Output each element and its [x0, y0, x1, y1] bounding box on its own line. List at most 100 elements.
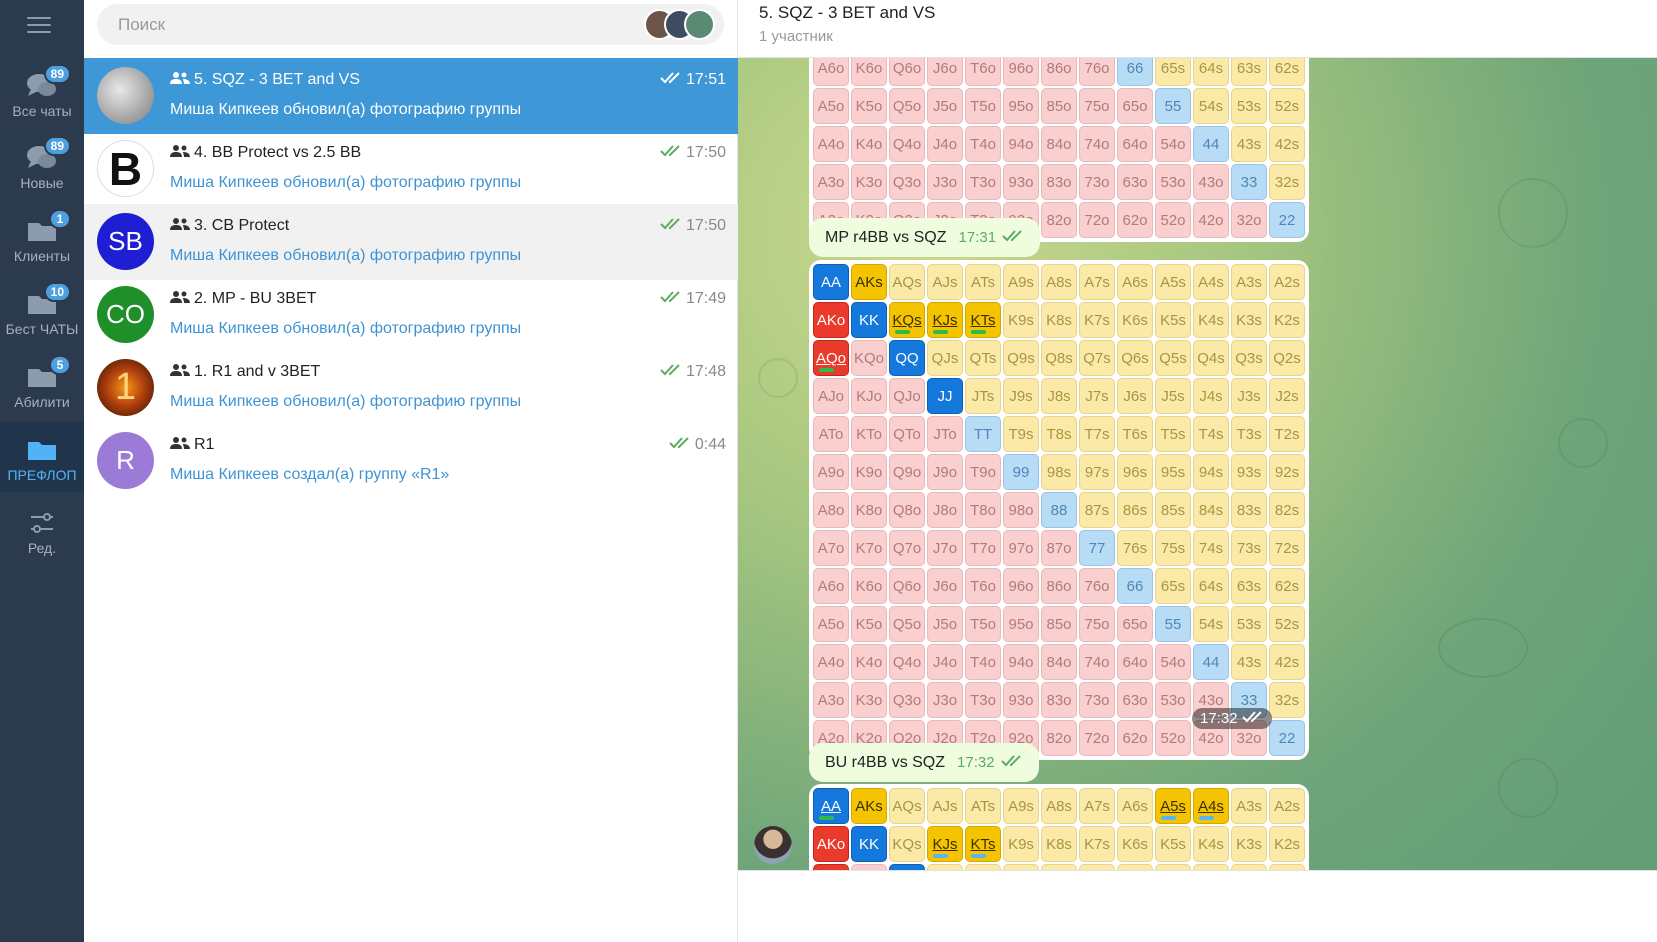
hand-cell-K6s: K6s — [1117, 826, 1153, 862]
hand-cell-J6o: J6o — [927, 568, 963, 604]
range-image-1[interactable]: A6o K6o Q6o J6o T6o 96o 86o 76o 66 65s 64s 63s 62s A5… — [809, 50, 1309, 242]
folder-1[interactable]: 89 Новые — [0, 130, 84, 200]
hand-cell-75o: 75o — [1079, 88, 1115, 124]
sender-avatar[interactable] — [754, 826, 792, 864]
folder-3[interactable]: 10 Бест ЧАТЫ — [0, 276, 84, 346]
hand-cell-KQo: KQo — [851, 864, 887, 872]
hand-cell-K7s: K7s — [1079, 302, 1115, 338]
hand-cell-AA: AA — [813, 788, 849, 824]
hand-cell-52o: 52o — [1155, 202, 1191, 238]
range-image-2[interactable]: AA AKs AQs AJs ATs A9s A8s A7s A6s A5s A4s A3s A2s AK… — [809, 260, 1309, 760]
hand-cell-T4o: T4o — [965, 644, 1001, 680]
hand-cell-KJs: KJs — [927, 302, 963, 338]
folder-icon: 5 — [25, 355, 71, 391]
hand-cell-53s: 53s — [1231, 606, 1267, 642]
recent-stories-avatars[interactable] — [644, 9, 716, 40]
hand-cell-T9o: T9o — [965, 454, 1001, 490]
hand-cell-93o: 93o — [1003, 682, 1039, 718]
chat-avatar[interactable]: CO — [97, 286, 154, 343]
hand-cell-A2s: A2s — [1269, 788, 1305, 824]
group-icon — [170, 291, 190, 303]
chat-avatar[interactable]: B — [97, 140, 154, 197]
hand-cell-62s: 62s — [1269, 568, 1305, 604]
group-icon — [170, 218, 190, 230]
message-bubble[interactable]: MP r4BB vs SQZ 17:31 — [809, 218, 1041, 257]
hand-cell-K4s: K4s — [1193, 826, 1229, 862]
chat-name: 3. CB Protect — [194, 217, 290, 234]
hand-cell-K7s: K7s — [1079, 826, 1115, 862]
hand-cell-64o: 64o — [1117, 126, 1153, 162]
hand-cell-33: 33 — [1231, 164, 1267, 200]
hand-cell-94o: 94o — [1003, 644, 1039, 680]
chat-title-row: 2. MP - BU 3BET — [170, 290, 316, 308]
chat-title-row: 4. BB Protect vs 2.5 BB — [170, 144, 361, 162]
menu-icon[interactable] — [27, 17, 51, 33]
hand-cell-54s: 54s — [1193, 88, 1229, 124]
message-composer[interactable] — [738, 870, 1657, 942]
chat-item[interactable]: R R1 0:44 Миша Кипкеев создал(а) группу «R1… — [84, 423, 738, 499]
hand-cell-KJo: KJo — [851, 378, 887, 414]
hand-cell-AA: AA — [813, 264, 849, 300]
hand-cell-KK: KK — [851, 302, 887, 338]
hand-cell-54s: 54s — [1193, 606, 1229, 642]
hand-cell-TT: TT — [965, 416, 1001, 452]
hand-cell-Q9o: Q9o — [889, 454, 925, 490]
chat-avatar[interactable] — [97, 67, 154, 124]
chat-avatar[interactable]: SB — [97, 213, 154, 270]
hand-cell-82o: 82o — [1041, 202, 1077, 238]
hand-cell-83o: 83o — [1041, 164, 1077, 200]
hand-cell-84o: 84o — [1041, 126, 1077, 162]
chat-avatar[interactable]: R — [97, 432, 154, 489]
hand-cell-K3o: K3o — [851, 682, 887, 718]
hand-cell-Q7o: Q7o — [889, 530, 925, 566]
hand-cell-QTs: QTs — [965, 340, 1001, 376]
chat-preview: Миша Кипкеев обновил(а) фотографию групп… — [170, 320, 522, 337]
chat-avatar[interactable]: 1 — [97, 359, 154, 416]
avatar-initials: R — [116, 445, 135, 475]
hand-cell-AQs: AQs — [889, 788, 925, 824]
hand-cell-J4s: J4s — [1193, 378, 1229, 414]
folder-5[interactable]: ПРЕФЛОП — [0, 422, 84, 492]
hand-cell-Q4o: Q4o — [889, 126, 925, 162]
folder-4[interactable]: 5 Абилити — [0, 349, 84, 419]
chat-item[interactable]: 5. SQZ - 3 BET and VS 17:51 Миша Кипкеев о… — [84, 58, 738, 134]
frequency-bar — [819, 816, 834, 820]
folder-0[interactable]: 89 Все чаты — [0, 58, 84, 128]
hand-cell-J7o: J7o — [927, 530, 963, 566]
hand-cell-42o: 42o — [1193, 202, 1229, 238]
chat-item[interactable]: CO 2. MP - BU 3BET 17:49 Миша Кипкеев обнов… — [84, 277, 738, 353]
chat-header[interactable]: 5. SQZ - 3 BET and VS 1 участник — [738, 0, 1657, 58]
hand-cell-A8o: A8o — [813, 492, 849, 528]
hand-cell-A2s: A2s — [1269, 264, 1305, 300]
chat-item[interactable]: 1 1. R1 and v 3BET 17:48 Миша Кипкеев обнов… — [84, 350, 738, 426]
folder-6[interactable]: Ред. — [0, 495, 84, 565]
hand-cell-A9o: A9o — [813, 454, 849, 490]
hand-cell-KQo: KQo — [851, 340, 887, 376]
message-bubble[interactable]: BU r4BB vs SQZ 17:32 — [809, 743, 1039, 782]
hand-cell-QJs: QJs — [927, 864, 963, 872]
hand-cell-83o: 83o — [1041, 682, 1077, 718]
chat-preview: Миша Кипкеев создал(а) группу «R1» — [170, 466, 450, 483]
double-check-icon — [1241, 711, 1262, 723]
hand-cell-K2s: K2s — [1269, 302, 1305, 338]
hand-cell-44: 44 — [1193, 644, 1229, 680]
hand-cell-72o: 72o — [1079, 720, 1115, 756]
chat-item[interactable]: B 4. BB Protect vs 2.5 BB 17:50 Миша Кипкее… — [84, 131, 738, 207]
hand-cell-22: 22 — [1269, 720, 1305, 756]
hand-cell-Q5o: Q5o — [889, 606, 925, 642]
chat-item[interactable]: SB 3. CB Protect 17:50 Миша Кипкеев обновил… — [84, 204, 738, 280]
search-input[interactable]: Поиск — [97, 4, 724, 45]
hand-cell-32s: 32s — [1269, 682, 1305, 718]
chat-time: 17:49 — [685, 290, 726, 307]
sliders-icon — [25, 509, 59, 537]
double-check-icon — [660, 364, 680, 376]
message-text: BU r4BB vs SQZ — [825, 754, 946, 771]
hand-cell-ATo: ATo — [813, 416, 849, 452]
hand-cell-K8s: K8s — [1041, 826, 1077, 862]
story-avatar[interactable] — [684, 9, 715, 40]
range-image-3[interactable]: AA AKs AQs AJs ATs A9s A8s A7s A6s A5s A4s A3s A2s AK… — [809, 784, 1309, 872]
chat-time: 17:50 — [685, 144, 726, 161]
hand-cell-66: 66 — [1117, 568, 1153, 604]
folder-2[interactable]: 1 Клиенты — [0, 203, 84, 273]
